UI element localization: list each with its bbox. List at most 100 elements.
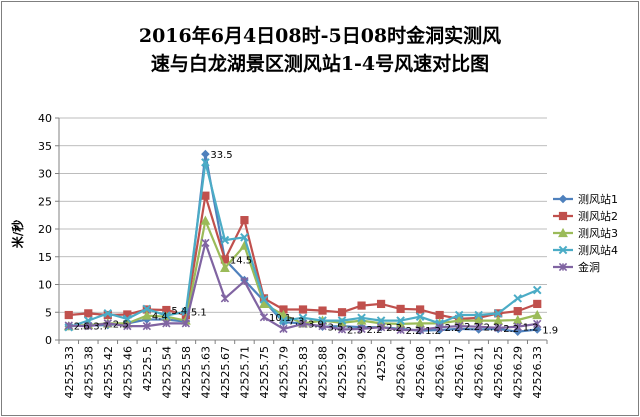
data-point [123, 321, 132, 331]
data-point [259, 313, 269, 322]
data-point [279, 316, 288, 325]
data-point [396, 304, 405, 314]
x-tick-label: 42525.5 [141, 346, 154, 392]
data-point [376, 299, 386, 309]
x-tick-label: 42526.33 [531, 346, 544, 399]
marker-stroke [396, 316, 405, 325]
data-point [142, 321, 152, 331]
marker-stroke [220, 235, 230, 245]
marker-stroke [493, 309, 503, 318]
data-point [103, 319, 112, 328]
data-point [259, 298, 269, 309]
x-tick-label: 42526 [375, 346, 388, 381]
y-tick-label: 30 [38, 168, 52, 181]
y-tick-label: 20 [38, 223, 52, 236]
data-point [298, 319, 308, 329]
legend-item: 测风站3 [553, 226, 618, 240]
data-label: 1.9 [542, 325, 558, 336]
data-point [532, 285, 542, 295]
data-label: 2.2 [367, 325, 383, 336]
data-point [240, 233, 249, 242]
data-label: 2.2 [406, 326, 422, 337]
x-tick-label: 42525.54 [160, 346, 173, 399]
data-point [240, 277, 249, 286]
marker-stroke [558, 245, 568, 255]
data-label: 2.3 [347, 325, 363, 336]
y-tick-label: 0 [45, 334, 52, 347]
marker-stroke [259, 295, 269, 304]
data-point [533, 299, 542, 309]
marker-stroke [532, 285, 542, 295]
data-label: 4.4 [152, 312, 168, 323]
data-point [337, 308, 347, 317]
legend-item: 金洞 [553, 260, 600, 274]
data-point [415, 312, 425, 321]
data-label: 33.5 [210, 150, 232, 161]
data-point [435, 310, 444, 320]
x-tick-label: 42525.33 [63, 346, 76, 399]
x-tick-label: 42526.13 [434, 346, 447, 399]
data-point [396, 325, 405, 335]
data-point [298, 305, 308, 314]
data-point [318, 306, 327, 315]
data-point [513, 327, 523, 336]
data-point [123, 314, 132, 324]
data-point [337, 325, 347, 334]
marker-stroke [279, 316, 288, 325]
data-point [416, 305, 425, 314]
x-tick-label: 42526.04 [395, 346, 408, 399]
y-tick-label: 40 [38, 112, 52, 125]
data-label: 2.2 [464, 322, 480, 333]
x-tick-label: 42525.71 [238, 346, 251, 399]
data-point [220, 235, 230, 245]
series-line [68, 194, 538, 320]
data-point [162, 319, 171, 328]
x-tick-label: 42525.38 [82, 346, 95, 399]
data-point [279, 324, 288, 334]
legend-label: 金洞 [578, 260, 600, 274]
series-2 [64, 191, 542, 324]
data-label: 5.4 [171, 306, 187, 317]
data-point [357, 313, 366, 323]
data-point [474, 322, 483, 331]
data-point [494, 323, 503, 332]
marker-stroke [357, 313, 366, 323]
marker-stroke [162, 311, 171, 320]
marker-stroke [103, 309, 113, 318]
x-tick-label: 42525.92 [336, 346, 349, 399]
chart-title-line-1: 2016年6月4日08时-5日08时金洞实测风 [139, 24, 501, 47]
data-label: 7.3 [288, 317, 304, 328]
legend-marker [558, 211, 568, 221]
series-4 [64, 158, 542, 332]
data-label: 3.5 [328, 323, 344, 334]
marker-stroke [513, 294, 523, 303]
data-point [240, 216, 249, 225]
x-tick-label: 42525.67 [219, 346, 232, 399]
data-point [219, 262, 230, 272]
data-point [337, 316, 347, 325]
x-tick-label: 42526.21 [473, 346, 486, 399]
data-point [513, 307, 522, 316]
marker-stroke [415, 312, 425, 321]
marker-stroke [474, 310, 483, 320]
x-tick-label: 42525.58 [180, 346, 193, 399]
series-line [68, 153, 538, 333]
data-point [396, 316, 405, 325]
chart-title-line-2: 速与白龙湖景区测风站1-4号风速对比图 [151, 52, 489, 75]
y-tick-label: 25 [38, 195, 52, 208]
x-tick-label: 42525.79 [277, 346, 290, 399]
data-point [181, 319, 191, 328]
data-point [200, 215, 211, 225]
data-point [141, 310, 152, 320]
x-tick-label: 42526.08 [414, 346, 427, 399]
y-axis-label: 米/秒 [10, 220, 25, 248]
data-point [513, 294, 523, 303]
data-point [201, 238, 210, 248]
data-point [220, 294, 230, 303]
series-5 [64, 238, 542, 335]
legend-label: 测风站3 [578, 226, 618, 240]
data-point [201, 149, 210, 159]
data-point [376, 323, 386, 332]
